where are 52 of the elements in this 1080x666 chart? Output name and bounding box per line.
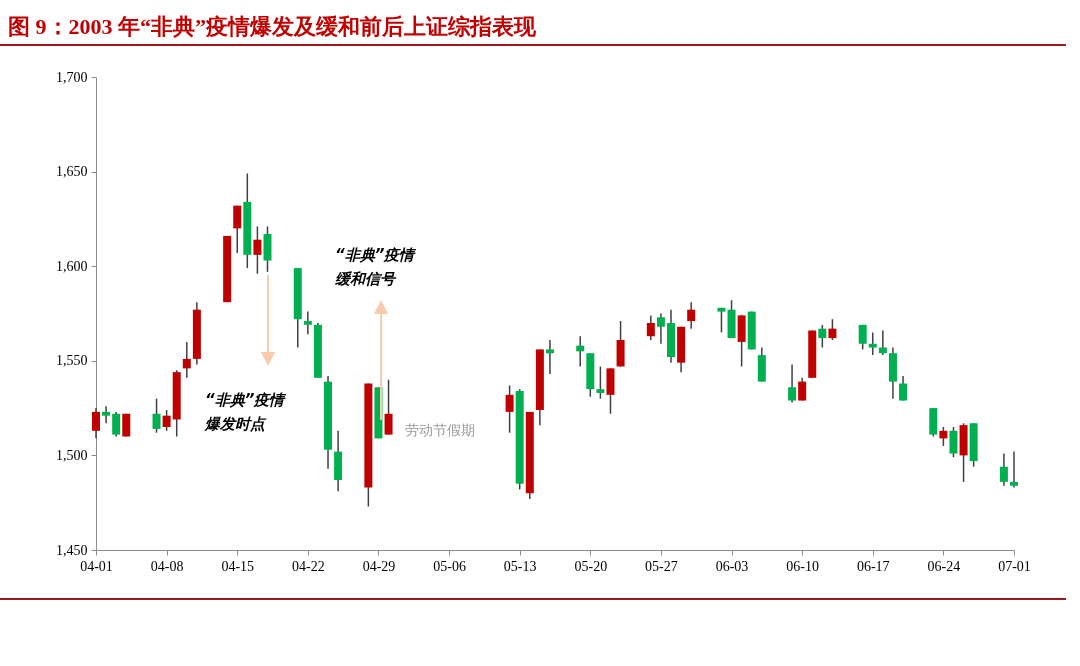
candlestick — [858, 324, 867, 351]
candlestick — [182, 341, 191, 379]
candlestick — [1010, 450, 1018, 489]
candlestick — [152, 397, 161, 434]
candlestick — [939, 426, 948, 447]
x-tick-label: 04-29 — [362, 558, 396, 574]
candlestick — [596, 365, 605, 400]
y-tick-label: 1,500 — [56, 447, 88, 463]
y-tick-label: 1,550 — [56, 353, 88, 369]
candlestick — [798, 377, 807, 402]
candlestick — [949, 426, 958, 459]
x-tick-label: 06-17 — [856, 558, 890, 574]
candlestick — [687, 301, 696, 330]
candlestick — [999, 452, 1008, 487]
annotation: “非典”疫情缓和信号 — [335, 246, 417, 288]
candlestick — [112, 411, 121, 438]
annotation: 劳动节假期 — [405, 422, 475, 438]
x-tick-label: 04-22 — [292, 558, 325, 574]
candlestick — [656, 312, 665, 345]
x-tick-label: 06-03 — [715, 558, 749, 574]
x-tick-label: 06-10 — [786, 558, 819, 574]
x-tick-label: 04-08 — [150, 558, 184, 574]
candlestick — [899, 375, 908, 402]
candlestick — [788, 363, 797, 404]
x-tick-label: 07-01 — [998, 558, 1031, 574]
candlestick — [818, 324, 827, 349]
y-tick-label: 1,700 — [56, 69, 88, 85]
y-tick-label: 1,650 — [56, 164, 88, 180]
candlestick — [102, 405, 111, 424]
y-tick-label: 1,450 — [56, 542, 88, 558]
x-tick-label: 04-15 — [221, 558, 255, 574]
candlestick — [646, 314, 655, 341]
candlestick — [868, 331, 877, 356]
candlestick — [233, 204, 242, 254]
candlestick — [717, 307, 726, 334]
candlestick — [162, 409, 171, 432]
candlestick — [545, 339, 554, 375]
candlestick — [303, 310, 312, 336]
candlestick — [505, 384, 514, 434]
x-tick-label: 05-27 — [645, 558, 678, 574]
chart-title: 图 9：2003 年“非典”疫情爆发及缓和前后上证综指表现 — [8, 13, 536, 41]
x-tick-label: 05-13 — [503, 558, 537, 574]
x-tick-label: 06-24 — [927, 558, 961, 574]
y-tick-label: 1,600 — [56, 258, 88, 274]
candlestick — [384, 378, 393, 436]
candlestick — [253, 225, 262, 275]
candlestick — [828, 318, 837, 341]
annotation: “非典”疫情爆发时点 — [204, 391, 287, 433]
x-tick-label: 04-01 — [80, 558, 113, 574]
x-tick-label: 05-06 — [433, 558, 466, 574]
x-tick-label: 05-20 — [574, 558, 608, 574]
candlestick — [92, 407, 100, 440]
